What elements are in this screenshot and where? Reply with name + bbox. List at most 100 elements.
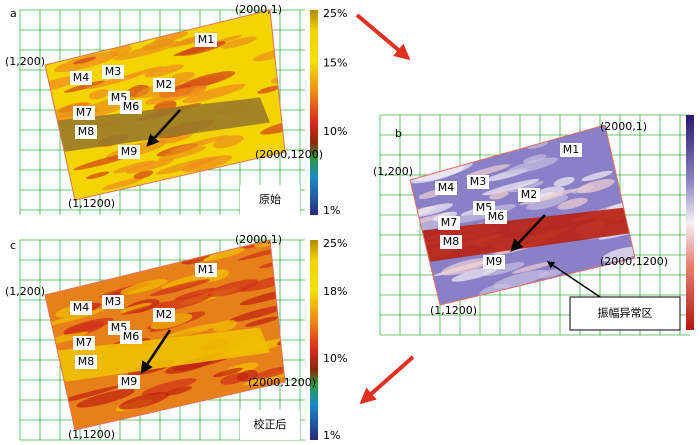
- well-label: M9: [121, 145, 138, 158]
- map-streak: [149, 279, 210, 297]
- panel-label: b: [395, 127, 402, 140]
- well-label: M2: [156, 78, 173, 91]
- well-label: M4: [438, 181, 455, 194]
- well-box: [435, 181, 457, 195]
- well-box: [483, 255, 505, 269]
- map-streak: [52, 385, 120, 405]
- map-streak: [113, 160, 156, 174]
- colorbar-tick-label: 15%: [323, 56, 347, 69]
- map-streak: [581, 170, 613, 182]
- map-edge: [409, 124, 636, 306]
- caption: 校正后: [254, 417, 287, 431]
- map-streak: [144, 85, 207, 105]
- map-streak: [522, 154, 547, 164]
- map-streak: [158, 145, 207, 161]
- map-streak: [505, 157, 559, 175]
- well-label: M7: [76, 336, 93, 349]
- map-streak: [85, 171, 110, 180]
- well-box: [75, 125, 97, 139]
- corner-label: (1,1200): [68, 197, 115, 210]
- corner-label: (1,1200): [430, 304, 477, 317]
- panel-label: a: [10, 7, 17, 20]
- map-streak: [228, 305, 285, 323]
- well-label: M6: [488, 210, 505, 223]
- map-streak: [142, 378, 197, 396]
- corner-label: (2000,1): [235, 3, 282, 16]
- amplitude-map: [45, 10, 285, 200]
- well-label: M7: [441, 216, 458, 229]
- pointer-arrow: [146, 109, 181, 147]
- well-label: M8: [443, 235, 460, 248]
- map-streak: [236, 369, 258, 382]
- map-streak: [601, 246, 635, 262]
- corner-label: (1,1200): [68, 428, 115, 441]
- well-box: [438, 216, 460, 230]
- colorbar-tick-label: 18%: [323, 285, 347, 298]
- map-streak: [465, 164, 510, 178]
- map-streak: [252, 366, 285, 380]
- well-box: [467, 175, 489, 189]
- map-streak: [113, 40, 181, 61]
- pointer-arrow: [546, 261, 601, 298]
- corner-label: (2000,1200): [600, 255, 668, 268]
- map-base: [410, 125, 635, 305]
- well-label: M9: [486, 255, 503, 268]
- map-streak: [213, 135, 244, 149]
- caption-box: [240, 410, 300, 440]
- caption: 振幅异常区: [598, 306, 653, 320]
- anomaly-band: [45, 327, 270, 383]
- map-streak: [538, 268, 563, 279]
- map-streak: [492, 269, 549, 289]
- map-streak: [162, 323, 219, 340]
- well-box: [102, 295, 124, 309]
- map-streak: [125, 66, 165, 78]
- colorbar: [310, 10, 318, 215]
- colorbar: [310, 240, 318, 440]
- well-box: [153, 78, 175, 92]
- map-streak: [212, 367, 243, 378]
- map-streak: [253, 240, 278, 248]
- well-box: [518, 188, 540, 202]
- map-streak: [207, 279, 259, 297]
- map-streak: [441, 258, 490, 276]
- map-streak: [511, 261, 553, 274]
- flow-arrow: [355, 13, 411, 61]
- map-streak: [119, 391, 170, 410]
- map-streak: [576, 179, 615, 194]
- map-streak: [121, 301, 170, 316]
- well-box: [560, 143, 582, 157]
- well-box: [75, 355, 97, 369]
- map-streak: [245, 316, 279, 327]
- map-streak: [169, 135, 230, 152]
- map-streak: [133, 170, 154, 179]
- map-streak: [144, 64, 184, 78]
- well-label: M1: [198, 263, 215, 276]
- map-streak: [86, 73, 142, 90]
- well-box: [485, 210, 507, 224]
- map-streak: [63, 317, 114, 335]
- corner-label: (1,200): [373, 165, 413, 178]
- map-streak: [220, 36, 257, 49]
- map-streak: [507, 181, 544, 193]
- map-streak: [257, 85, 281, 94]
- well-box: [118, 145, 140, 159]
- colorbar-tick-label: 10%: [323, 352, 347, 365]
- well-box: [70, 71, 92, 85]
- well-box: [70, 301, 92, 315]
- well-label: M3: [105, 65, 122, 78]
- map-streak: [182, 83, 246, 104]
- corner-label: (1,200): [5, 55, 45, 68]
- well-box: [73, 106, 95, 120]
- colorbar-tick-label: 1%: [323, 429, 340, 442]
- well-label: M6: [123, 330, 140, 343]
- map-streak: [120, 279, 168, 295]
- map-streak: [410, 165, 465, 184]
- well-box: [102, 65, 124, 79]
- well-box: [440, 235, 462, 249]
- anomaly-band: [45, 97, 270, 153]
- map-streak: [553, 176, 575, 187]
- corner-label: (2000,1): [235, 233, 282, 246]
- pointer-arrow: [510, 214, 546, 252]
- map-edge: [44, 239, 286, 431]
